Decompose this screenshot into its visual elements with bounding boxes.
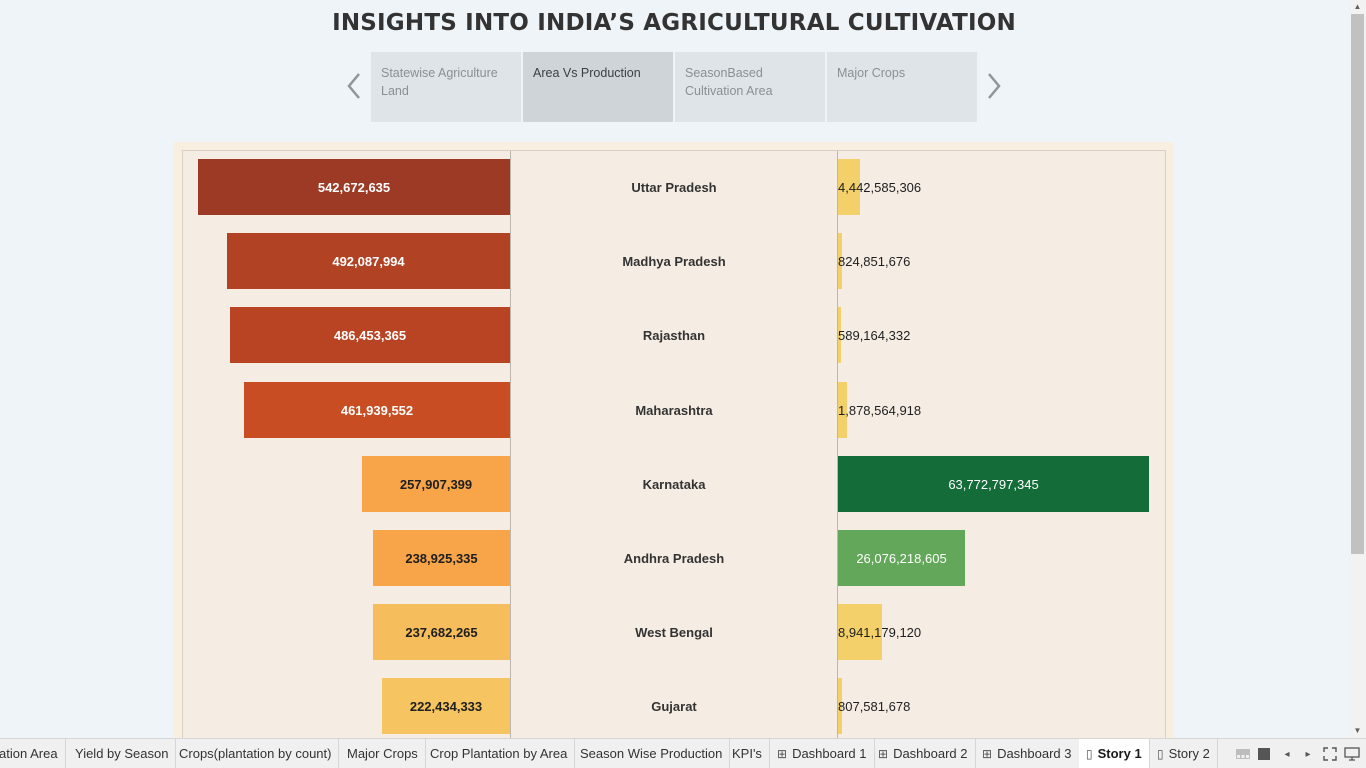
area-bar-west-bengal[interactable]: 237,682,265 <box>373 604 510 660</box>
sheet-tab-story-1[interactable]: ▯ Story 1 <box>1079 739 1150 768</box>
chevron-left-icon <box>347 73 360 99</box>
production-bar-maharashtra[interactable] <box>838 382 847 438</box>
production-value-label: 8,941,179,120 <box>838 624 922 640</box>
story-point-area-vs-production[interactable]: Area Vs Production <box>523 52 673 122</box>
sheet-tab-label: Season Wise Production <box>580 746 723 761</box>
production-bar-uttar-pradesh[interactable] <box>838 159 860 215</box>
sheet-tab-kpi-s[interactable]: KPI's <box>725 739 770 768</box>
story-point-major-crops[interactable]: Major Crops <box>827 52 977 122</box>
state-label-west-bengal: West Bengal <box>635 624 713 640</box>
sheet-tab-dashboard-3[interactable]: ⊞ Dashboard 3 <box>975 739 1080 768</box>
scroll-thumb[interactable] <box>1351 14 1364 554</box>
production-axis-line <box>837 151 838 738</box>
production-value-label: 63,772,797,345 <box>948 476 1039 492</box>
sheet-tab-label: Dashboard 1 <box>792 746 867 761</box>
sheet-tab-dashboard-1[interactable]: ⊞ Dashboard 1 <box>770 739 875 768</box>
dashboard-icon: ⊞ <box>982 746 993 761</box>
area-value-label: 542,672,635 <box>317 179 391 195</box>
sheet-tab-label: Dashboard 3 <box>997 746 1072 761</box>
sheet-tab-story-2[interactable]: ▯ Story 2 <box>1150 739 1218 768</box>
dashboard-icon: ⊞ <box>777 746 788 761</box>
story-point-statewise-agriculture-land[interactable]: Statewise Agriculture Land <box>371 52 521 122</box>
next-sheet-icon[interactable]: ▸ <box>1305 748 1311 760</box>
sheet-tab-major-crops[interactable]: Major Crops <box>340 739 426 768</box>
sheet-tab-ation-area[interactable]: ation Area <box>0 739 66 768</box>
sheet-tab-label: Crops(plantation by count) <box>179 746 332 761</box>
state-label-andhra-pradesh: Andhra Pradesh <box>623 550 725 566</box>
state-label-uttar-pradesh: Uttar Pradesh <box>631 179 717 195</box>
area-value-label: 237,682,265 <box>405 624 478 640</box>
fullscreen-icon[interactable] <box>1322 746 1338 762</box>
sheet-tab-label: ation Area <box>0 746 58 761</box>
production-bar-madhya-pradesh[interactable] <box>838 233 842 289</box>
area-value-label: 257,907,399 <box>399 476 473 492</box>
sheet-tab-label: Crop Plantation by Area <box>430 746 568 761</box>
production-value-label: 4,442,585,306 <box>838 179 922 195</box>
sheet-tab-season-wise-production[interactable]: Season Wise Production <box>573 739 731 768</box>
sheet-tab-bar: ation Area Yield by Season Crops(plantatio… <box>0 738 1366 768</box>
next-story-point-button[interactable] <box>981 68 1007 104</box>
area-value-label: 486,453,365 <box>333 327 407 343</box>
show-filmstrip-icon[interactable] <box>1235 746 1251 762</box>
area-value-label: 461,939,552 <box>340 402 414 418</box>
sheet-tab-crops-plantation-by-count[interactable]: Crops(plantation by count) <box>172 739 340 768</box>
previous-story-point-button[interactable] <box>341 68 367 104</box>
sheet-tab-crop-plantation-by-area[interactable]: Crop Plantation by Area <box>423 739 576 768</box>
area-bar-gujarat[interactable]: 222,434,333 <box>382 678 510 734</box>
production-value-label: 589,164,332 <box>838 327 911 343</box>
area-bar-madhya-pradesh[interactable]: 492,087,994 <box>227 233 510 289</box>
production-bar-west-bengal[interactable] <box>838 604 882 660</box>
production-bar-rajasthan[interactable] <box>838 307 841 363</box>
area-bar-andhra-pradesh[interactable]: 238,925,335 <box>373 530 510 586</box>
production-value-label: 824,851,676 <box>838 253 911 269</box>
state-label-maharashtra: Maharashtra <box>635 402 713 418</box>
production-bar-gujarat[interactable] <box>838 678 842 734</box>
story-title: INSIGHTS INTO INDIA’S AGRICULTURAL CULTI… <box>332 10 1016 36</box>
area-bar-maharashtra[interactable]: 461,939,552 <box>244 382 510 438</box>
production-bar-andhra-pradesh[interactable] <box>838 530 965 586</box>
first-sheet-icon[interactable]: ◂ <box>1284 748 1290 760</box>
show-sheet-icon[interactable] <box>1256 746 1272 762</box>
sheet-tab-label: Dashboard 2 <box>893 746 968 761</box>
scroll-up-icon[interactable]: ▲ <box>1353 2 1362 11</box>
scroll-down-icon[interactable]: ▼ <box>1353 726 1362 735</box>
presentation-mode-icon[interactable] <box>1344 746 1360 762</box>
state-label-madhya-pradesh: Madhya Pradesh <box>622 253 726 269</box>
story-point-seasonbased-cultivation-area[interactable]: SeasonBased Cultivation Area <box>675 52 825 122</box>
dashboard-icon: ⊞ <box>878 746 889 761</box>
sheet-tab-label: Story 1 <box>1097 746 1142 761</box>
area-bar-karnataka[interactable]: 257,907,399 <box>362 456 510 512</box>
chevron-right-icon <box>988 73 1001 99</box>
production-bar-karnataka[interactable] <box>838 456 1149 512</box>
vertical-scrollbar[interactable]: ▲ ▼ <box>1349 0 1366 738</box>
sheet-tab-label: Yield by Season <box>75 746 169 761</box>
state-label-gujarat: Gujarat <box>651 698 697 714</box>
sheet-tab-label: Story 2 <box>1168 746 1210 761</box>
sheet-tab-label: Major Crops <box>347 746 418 761</box>
story-icon: ▯ <box>1157 746 1164 761</box>
area-value-label: 238,925,335 <box>405 550 478 566</box>
production-value-label: 1,878,564,918 <box>838 402 922 418</box>
sheet-tab-yield-by-season[interactable]: Yield by Season <box>68 739 177 768</box>
area-bar-rajasthan[interactable]: 486,453,365 <box>230 307 510 363</box>
area-bar-uttar-pradesh[interactable]: 542,672,635 <box>198 159 510 215</box>
production-value-label: 807,581,678 <box>838 698 911 714</box>
area-value-label: 222,434,333 <box>409 698 483 714</box>
production-value-label: 26,076,218,605 <box>856 550 947 566</box>
sheet-tab-label: KPI's <box>732 746 762 761</box>
area-axis-line <box>510 151 511 738</box>
state-label-rajasthan: Rajasthan <box>642 327 706 343</box>
state-label-karnataka: Karnataka <box>642 476 706 492</box>
story-icon: ▯ <box>1086 746 1093 761</box>
area-value-label: 492,087,994 <box>332 253 405 269</box>
sheet-tab-dashboard-2[interactable]: ⊞ Dashboard 2 <box>871 739 976 768</box>
